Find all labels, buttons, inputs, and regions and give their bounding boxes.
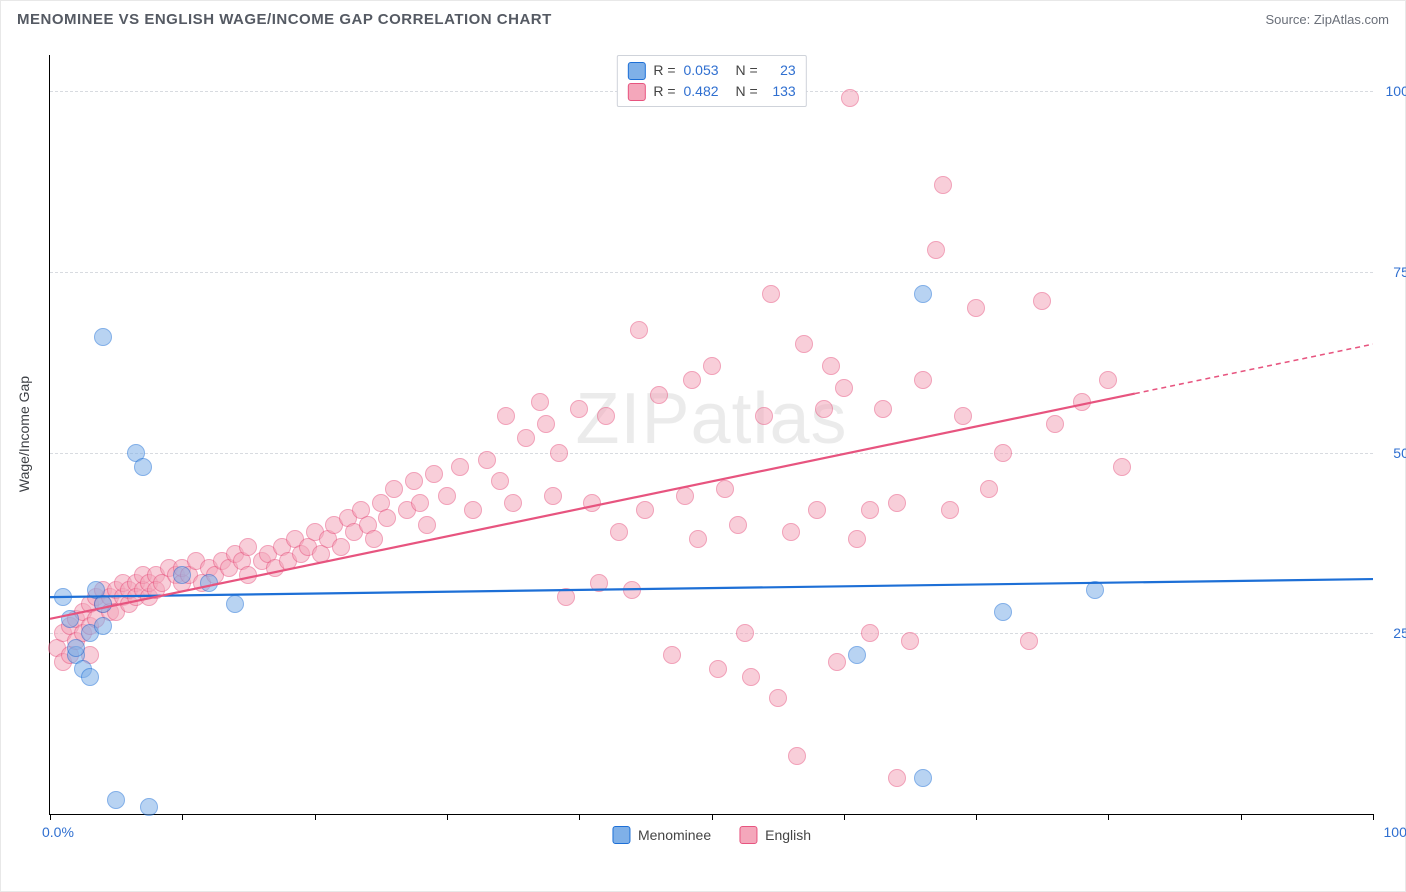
r-value-english: 0.482 [684,81,728,102]
stats-legend: R = 0.053 N = 23 R = 0.482 N = 133 [616,55,806,107]
x-tick-mark [1241,814,1242,820]
x-tick-mark [976,814,977,820]
y-tick-label: 50.0% [1378,445,1406,461]
swatch-english [627,83,645,101]
x-tick-min: 0.0% [42,824,74,840]
stats-row-english: R = 0.482 N = 133 [627,81,795,102]
chart-title: MENOMINEE VS ENGLISH WAGE/INCOME GAP COR… [17,11,552,28]
plot-area: ZIPatlas R = 0.053 N = 23 R = 0.482 N = … [49,55,1373,815]
x-tick-mark [182,814,183,820]
legend-label-menominee: Menominee [638,827,711,843]
x-tick-mark [447,814,448,820]
n-value-menominee: 23 [766,60,796,81]
y-tick-label: 100.0% [1378,83,1406,99]
r-label: R = [653,81,675,102]
swatch-menominee [612,826,630,844]
x-tick-mark [579,814,580,820]
x-tick-max: 100.0% [1384,824,1406,840]
source-label: Source: ZipAtlas.com [1265,12,1389,27]
scatter-svg [50,55,1373,814]
r-label: R = [653,60,675,81]
y-tick-label: 75.0% [1378,264,1406,280]
r-value-menominee: 0.053 [684,60,728,81]
y-tick-label: 25.0% [1378,625,1406,641]
x-tick-mark [712,814,713,820]
x-tick-mark [844,814,845,820]
x-tick-mark [315,814,316,820]
legend-item-english: English [739,826,811,844]
legend-label-english: English [765,827,811,843]
header: MENOMINEE VS ENGLISH WAGE/INCOME GAP COR… [1,1,1405,34]
series-legend: Menominee English [612,826,811,844]
y-axis-label: Wage/Income Gap [16,376,32,492]
x-tick-mark [50,814,51,820]
legend-item-menominee: Menominee [612,826,711,844]
n-value-english: 133 [766,81,796,102]
n-label: N = [736,60,758,81]
swatch-english [739,826,757,844]
x-tick-mark [1108,814,1109,820]
n-label: N = [736,81,758,102]
swatch-menominee [627,62,645,80]
y-axis-label-container: Wage/Income Gap [9,55,39,813]
chart-container: MENOMINEE VS ENGLISH WAGE/INCOME GAP COR… [0,0,1406,892]
x-tick-mark [1373,814,1374,820]
stats-row-menominee: R = 0.053 N = 23 [627,60,795,81]
